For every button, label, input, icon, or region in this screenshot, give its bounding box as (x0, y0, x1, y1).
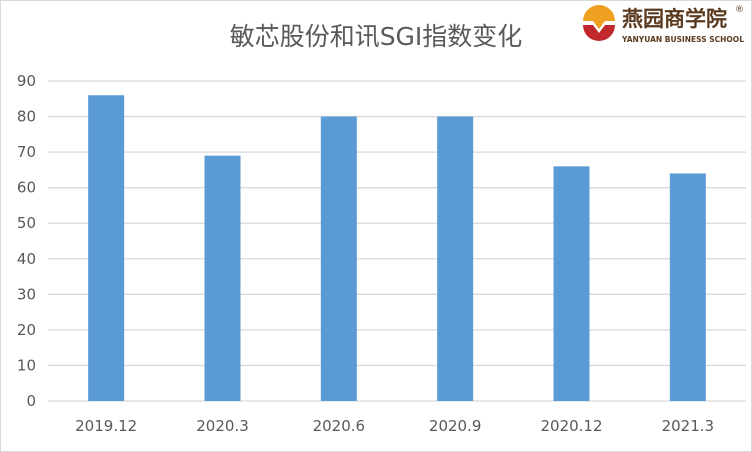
bar (437, 116, 474, 402)
x-tick-label: 2020.9 (429, 417, 482, 435)
bar (320, 116, 357, 402)
x-tick-label: 2020.3 (196, 417, 249, 435)
logo-registered-mark: ® (735, 5, 744, 15)
y-tick-label: 80 (17, 108, 36, 126)
bar (88, 95, 125, 401)
y-tick-label: 40 (17, 250, 36, 268)
bar (204, 155, 241, 401)
bar (669, 173, 706, 401)
x-tick-label: 2020.12 (540, 417, 602, 435)
y-tick-label: 50 (17, 214, 36, 232)
bar (553, 166, 590, 401)
chart-title: 敏芯股份和讯SGI指数变化 (229, 22, 523, 51)
logo-name-cn: 燕园商学院 (622, 7, 727, 31)
y-tick-label: 0 (26, 392, 36, 410)
logo-emblem-icon (583, 5, 615, 41)
y-tick-label: 30 (17, 285, 36, 303)
logo-name-en: YANYUAN BUSINESS SCHOOL (622, 35, 744, 44)
x-tick-label: 2020.6 (313, 417, 366, 435)
y-tick-label: 60 (17, 179, 36, 197)
y-tick-label: 90 (17, 72, 36, 90)
yanyuan-logo: 燕园商学院 YANYUAN BUSINESS SCHOOL ® (579, 5, 749, 49)
x-tick-label: 2019.12 (75, 417, 137, 435)
y-tick-label: 20 (17, 321, 36, 339)
y-tick-label: 10 (17, 356, 36, 374)
y-tick-label: 70 (17, 143, 36, 161)
x-tick-label: 2021.3 (662, 417, 715, 435)
